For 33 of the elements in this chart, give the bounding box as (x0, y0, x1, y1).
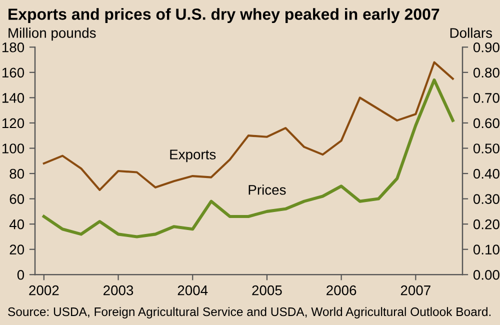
y2-axis-title: Dollars (450, 28, 492, 38)
y2-tick-label: 0.00 (473, 270, 500, 280)
y2-tick-label: 0.40 (473, 168, 500, 179)
y2-tick-label: 0.80 (473, 68, 500, 78)
x-tick-label: 2006 (326, 285, 356, 296)
x-tick-label: 2007 (400, 285, 430, 296)
y2-tick-label: 0.70 (473, 93, 500, 103)
series-label: Exports (170, 150, 216, 162)
x-tick-label: 2003 (104, 285, 134, 296)
y2-tick-label: 0.50 (473, 144, 500, 154)
y-tick-label: 180 (2, 42, 24, 52)
y-tick-label: 160 (2, 68, 24, 78)
y2-tick-label: 0.90 (473, 42, 500, 52)
y-tick-label: 100 (2, 144, 24, 154)
y2-tick-label: 0.60 (473, 118, 500, 128)
y2-tick-label: 0.30 (473, 194, 500, 204)
series-label: Prices (248, 184, 286, 195)
y-tick-label: 120 (2, 118, 24, 128)
y2-tick-label: 0.20 (473, 219, 500, 230)
source-note: Source: USDA, Foreign Agricultural Service and USDA, World Agricultural Outlook Board. (8, 307, 491, 318)
chart-title: Exports and prices of U.S. dry whey peaked in early 2007 (8, 8, 440, 24)
y-axis-title: Million pounds (8, 28, 96, 41)
y-tick-label: 40 (9, 219, 24, 230)
line-series (42, 78, 454, 238)
y-tick-label: 20 (10, 244, 24, 255)
y2-tick-label: 0.10 (473, 244, 500, 255)
y-tick-label: 140 (2, 93, 24, 103)
x-tick-label: 2005 (252, 285, 282, 296)
y-tick-label: 0 (17, 270, 24, 280)
x-tick-label: 2002 (29, 285, 59, 296)
y-tick-label: 80 (10, 168, 24, 179)
x-tick-label: 2004 (178, 285, 208, 296)
y-tick-label: 60 (10, 194, 24, 204)
